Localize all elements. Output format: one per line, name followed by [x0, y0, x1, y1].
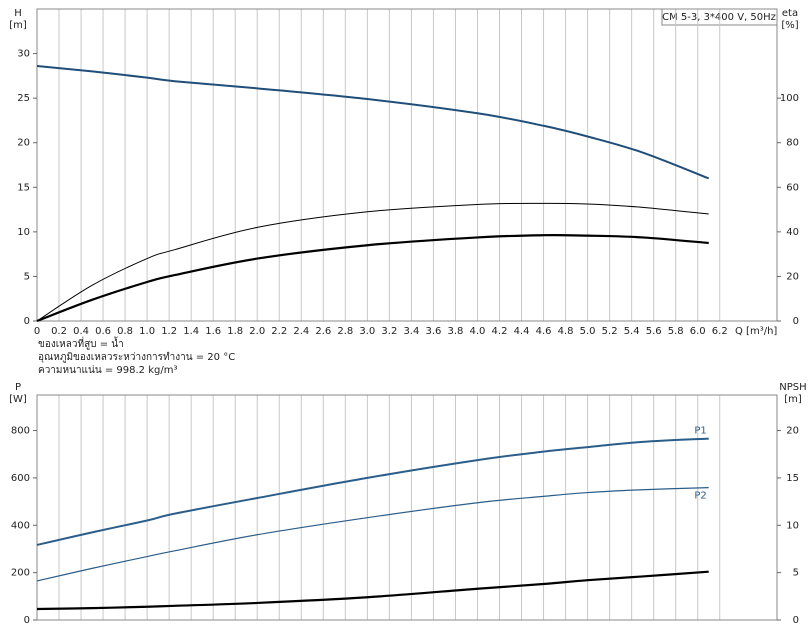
- y-axis-unit: [W]: [9, 394, 27, 405]
- x-tick-label: 1.8: [227, 326, 243, 337]
- y2-tick-label: 20: [786, 271, 799, 282]
- y2-axis-label: eta: [782, 8, 798, 19]
- x-tick-label: 1.4: [183, 326, 199, 337]
- x-tick-label: 2.0: [249, 326, 265, 337]
- x-tick-label: 4.8: [558, 326, 574, 337]
- x-tick-label: 3.4: [403, 326, 419, 337]
- x-tick-label: 3.6: [425, 326, 441, 337]
- x-tick-label: 2.4: [293, 326, 309, 337]
- y-tick-label: 10: [17, 227, 30, 238]
- y2-axis-unit: [m]: [784, 394, 802, 405]
- note: ของเหลวที่สูบ = น้ำ: [38, 336, 124, 350]
- y-axis-label: H: [14, 8, 22, 19]
- x-tick-label: 1.6: [205, 326, 221, 337]
- series-line: [36, 65, 710, 180]
- x-tick-label: 3.8: [447, 326, 463, 337]
- x-tick-label: 2.8: [337, 326, 353, 337]
- y-tick-label: 0: [24, 615, 30, 626]
- y-axis-unit: [m]: [9, 20, 27, 31]
- y2-axis-label: NPSH: [779, 382, 806, 393]
- series-label: P1: [694, 426, 706, 437]
- x-tick-label: 4.4: [514, 326, 530, 337]
- x-tick-label: 5.4: [624, 326, 640, 337]
- y2-tick-label: 100: [780, 93, 799, 104]
- legend-text: CM 5-3, 3*400 V, 50Hz: [662, 12, 776, 23]
- x-tick-label: 2.6: [315, 326, 331, 337]
- y-tick-label: 200: [11, 568, 30, 579]
- plot-frame: [36, 8, 778, 322]
- y2-tick-label: 10: [786, 520, 799, 531]
- plot-frame: [36, 394, 778, 621]
- y2-tick-label: 20: [786, 426, 799, 437]
- x-tick-label: 4.6: [536, 326, 552, 337]
- series-line: [36, 437, 709, 546]
- x-tick-label: 5.8: [668, 326, 684, 337]
- y2-tick-label: 40: [786, 227, 799, 238]
- y2-tick-label: 5: [793, 568, 799, 579]
- y-axis-label: P: [15, 382, 21, 393]
- x-axis-label: Q [m³/h]: [735, 326, 777, 337]
- y2-tick-label: 15: [786, 473, 799, 484]
- y-tick-label: 30: [17, 49, 30, 60]
- y2-axis-unit: [%]: [781, 20, 798, 31]
- series-line: [36, 233, 709, 323]
- x-tick-label: 3.0: [359, 326, 375, 337]
- x-tick-label: 1.0: [139, 326, 155, 337]
- series-label: P2: [694, 491, 706, 502]
- x-tick-label: 3.2: [381, 326, 397, 337]
- y-tick-label: 5: [24, 271, 30, 282]
- x-tick-label: 6.2: [712, 326, 728, 337]
- y2-tick-label: 0: [793, 316, 799, 327]
- x-tick-label: 4.0: [470, 326, 486, 337]
- y2-tick-label: 80: [786, 138, 799, 149]
- y-tick-label: 0: [24, 316, 30, 327]
- x-tick-label: 4.2: [492, 326, 508, 337]
- y2-tick-label: 0: [793, 615, 799, 626]
- note: อุณหภูมิของเหลวระหว่างการทำงาน = 20 °C: [38, 352, 235, 363]
- y2-tick-label: 60: [786, 182, 799, 193]
- x-tick-label: 1.2: [161, 326, 177, 337]
- x-tick-label: 0.4: [73, 326, 89, 337]
- x-tick-label: 5.6: [646, 326, 662, 337]
- y-tick-label: 600: [11, 473, 30, 484]
- x-tick-label: 0.6: [95, 326, 111, 337]
- x-tick-label: 0.8: [117, 326, 133, 337]
- x-tick-label: 6.0: [690, 326, 706, 337]
- y-tick-label: 25: [17, 93, 30, 104]
- x-tick-label: 2.2: [271, 326, 287, 337]
- x-tick-label: 0.2: [51, 326, 67, 337]
- x-tick-label: 5.2: [602, 326, 618, 337]
- y-tick-label: 800: [11, 426, 30, 437]
- y-tick-label: 15: [17, 182, 30, 193]
- series-line: [36, 570, 709, 611]
- note: ความหนาแน่น = 998.2 kg/m³: [38, 365, 177, 376]
- x-tick-label: 0: [34, 326, 40, 337]
- x-tick-label: 5.0: [580, 326, 596, 337]
- series-line: [36, 487, 709, 582]
- series-line: [36, 202, 709, 322]
- y-tick-label: 20: [17, 138, 30, 149]
- y-tick-label: 400: [11, 520, 30, 531]
